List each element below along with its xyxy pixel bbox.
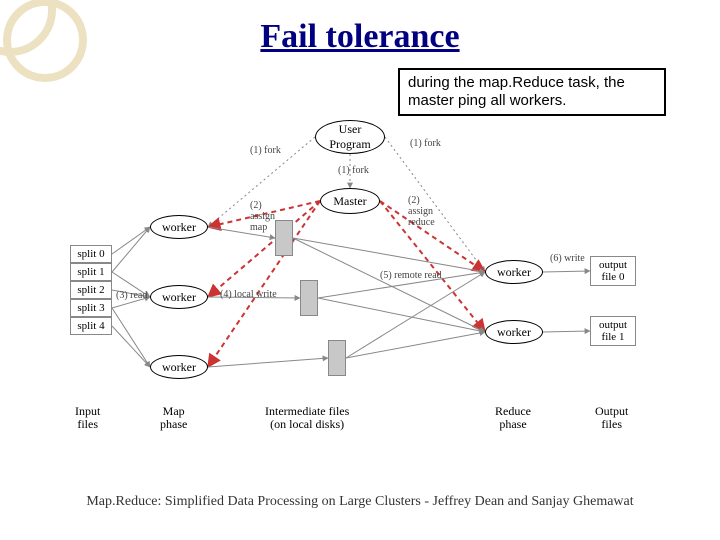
node-out0: output file 0 bbox=[590, 256, 636, 286]
phase-label-0: Input files bbox=[75, 405, 100, 431]
edge-label-3: (2) assign reduce bbox=[408, 195, 435, 228]
node-w3: worker bbox=[150, 355, 208, 379]
node-w4: worker bbox=[485, 260, 543, 284]
citation-text: Map.Reduce: Simplified Data Processing o… bbox=[0, 494, 720, 510]
node-master: Master bbox=[320, 188, 380, 214]
edge-label-0: (1) fork bbox=[250, 145, 281, 156]
phase-label-4: Output files bbox=[595, 405, 628, 431]
node-s4: split 4 bbox=[70, 317, 112, 335]
callout-box: during the map.Reduce task, the master p… bbox=[398, 68, 666, 116]
edge-label-6: (4) local write bbox=[220, 289, 277, 300]
node-s3: split 3 bbox=[70, 299, 112, 317]
node-w2: worker bbox=[150, 285, 208, 309]
edge-label-1: (1) fork bbox=[338, 165, 369, 176]
node-w5: worker bbox=[485, 320, 543, 344]
edge-label-7: (5) remote read bbox=[380, 270, 442, 281]
node-user: User Program bbox=[315, 120, 385, 154]
node-s1: split 1 bbox=[70, 263, 112, 281]
node-out1: output file 1 bbox=[590, 316, 636, 346]
slide-title: Fail tolerance bbox=[0, 18, 720, 56]
node-if1 bbox=[275, 220, 293, 256]
phase-label-1: Map phase bbox=[160, 405, 187, 431]
edge-label-2: (1) fork bbox=[410, 138, 441, 149]
phase-label-2: Intermediate files (on local disks) bbox=[265, 405, 349, 431]
edge-label-4: (2) assign map bbox=[250, 200, 275, 233]
edge-label-5: (3) read bbox=[116, 290, 147, 301]
node-if2 bbox=[300, 280, 318, 316]
node-s2: split 2 bbox=[70, 281, 112, 299]
node-w1: worker bbox=[150, 215, 208, 239]
node-s0: split 0 bbox=[70, 245, 112, 263]
phase-label-3: Reduce phase bbox=[495, 405, 531, 431]
node-if3 bbox=[328, 340, 346, 376]
edge-label-8: (6) write bbox=[550, 253, 585, 264]
mapreduce-diagram: User Program Master worker worker worker work… bbox=[70, 120, 670, 460]
